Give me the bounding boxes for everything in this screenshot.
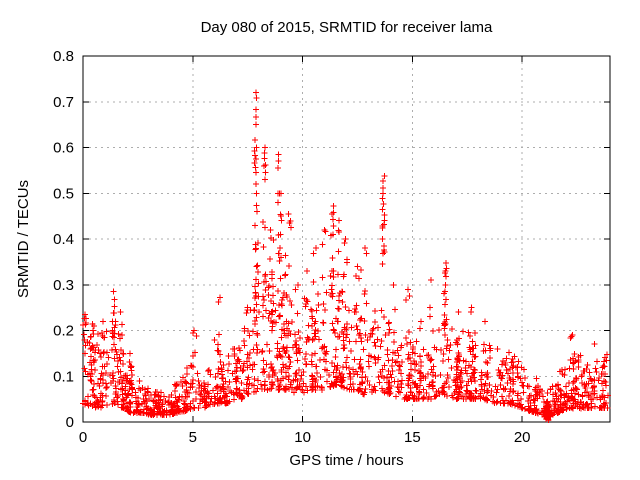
y-tick-label: 0.7 (53, 94, 74, 111)
y-tick-label: 0.8 (53, 48, 74, 65)
y-tick-label: 0.6 (53, 140, 74, 157)
chart-title: Day 080 of 2015, SRMTID for receiver lam… (200, 19, 493, 36)
y-tick-label: 0.2 (53, 323, 74, 340)
x-tick-label: 10 (294, 429, 311, 446)
x-tick-label: 20 (514, 429, 531, 446)
y-tick-label: 0.3 (53, 277, 74, 294)
x-tick-label: 15 (404, 429, 421, 446)
y-tick-label: 0.5 (53, 185, 74, 202)
axis-ticks (82, 55, 610, 423)
x-tick-label: 5 (189, 429, 197, 446)
outlier-square-point (546, 415, 551, 421)
y-tick-label: 0 (66, 414, 74, 431)
y-tick-label: 0.4 (53, 231, 74, 248)
scatter-points (80, 89, 611, 423)
gridlines (83, 56, 610, 422)
x-tick-label: 0 (79, 429, 87, 446)
y-tick-label: 0.1 (53, 368, 74, 385)
x-axis-label: GPS time / hours (289, 452, 404, 469)
